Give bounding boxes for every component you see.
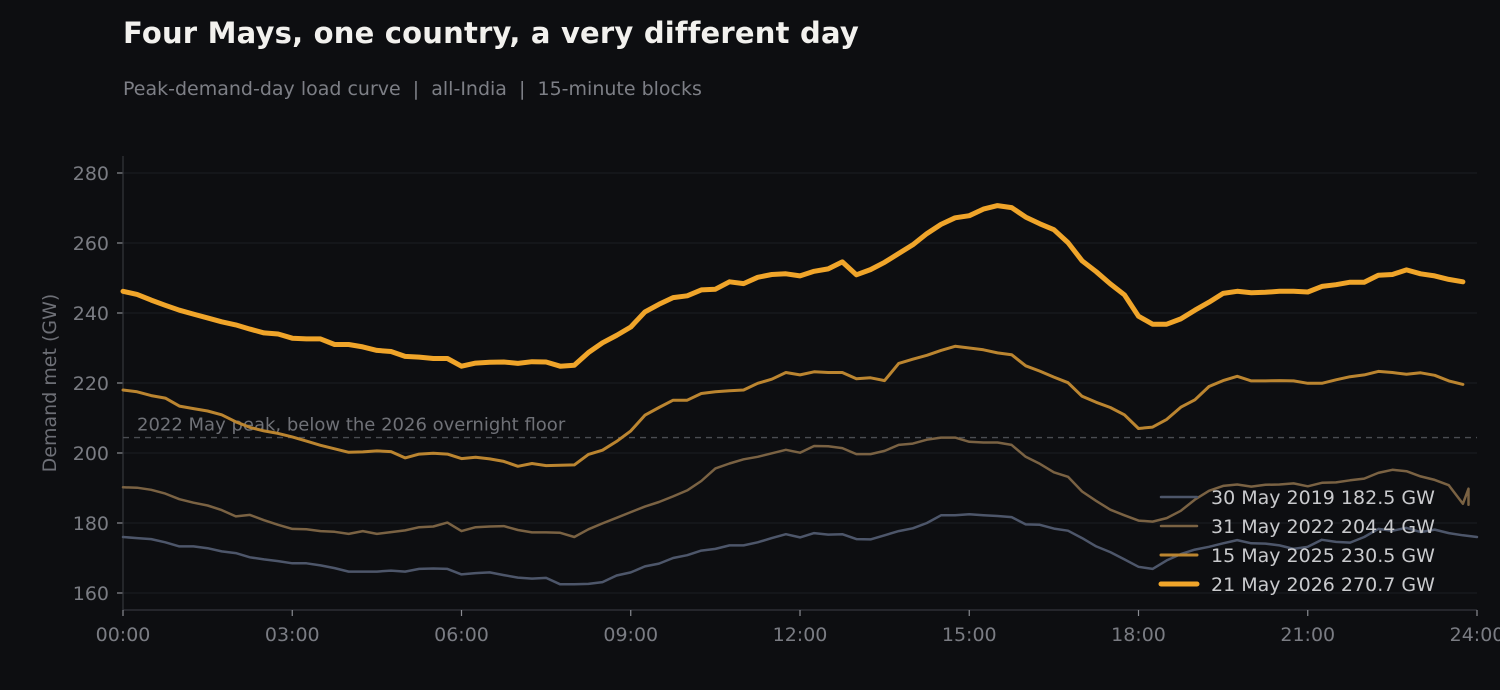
legend-label: 30 May 2019 182.5 GW	[1211, 487, 1435, 509]
x-tick-label: 12:00	[773, 624, 828, 646]
x-tick-label: 09:00	[603, 624, 658, 646]
y-tick-label: 160	[73, 583, 109, 605]
x-tick-label: 00:00	[96, 624, 151, 646]
series-line	[121, 344, 1465, 468]
series-line	[121, 436, 1470, 539]
series-lines	[120, 203, 1479, 586]
y-tick-label: 260	[73, 233, 109, 255]
reference-line-group: 2022 May peak, below the 2026 overnight …	[123, 415, 1477, 439]
series-line	[121, 513, 1479, 586]
x-tick-label: 15:00	[942, 624, 997, 646]
legend-label: 21 May 2026 270.7 GW	[1211, 574, 1435, 596]
y-tick-label: 200	[73, 443, 109, 465]
legend-label: 15 May 2025 230.5 GW	[1211, 545, 1435, 567]
x-tick-label: 06:00	[434, 624, 489, 646]
y-tick-label: 280	[73, 163, 109, 185]
series-line	[120, 203, 1466, 369]
x-tick-label: 24:00	[1450, 624, 1500, 646]
legend-label: 31 May 2022 204.4 GW	[1211, 516, 1435, 538]
x-tick-label: 03:00	[265, 624, 320, 646]
chart-title: Four Mays, one country, a very different…	[123, 16, 859, 50]
chart-subtitle: Peak-demand-day load curve | all-India |…	[123, 78, 702, 100]
x-tick-label: 18:00	[1111, 624, 1166, 646]
y-tick-label: 240	[73, 303, 109, 325]
legend: 30 May 2019 182.5 GW 31 May 2022 204.4 GW…	[1158, 487, 1435, 596]
y-tick-label: 220	[73, 373, 109, 395]
x-tick-label: 21:00	[1280, 624, 1335, 646]
y-axis-label: Demand met (GW)	[39, 294, 61, 473]
reference-line-label: 2022 May peak, below the 2026 overnight …	[137, 415, 566, 436]
axes: 160 180 200 220 240 260 280 00:00 03:00 06:00 09:0…	[73, 156, 1500, 646]
y-tick-label: 180	[73, 513, 109, 535]
